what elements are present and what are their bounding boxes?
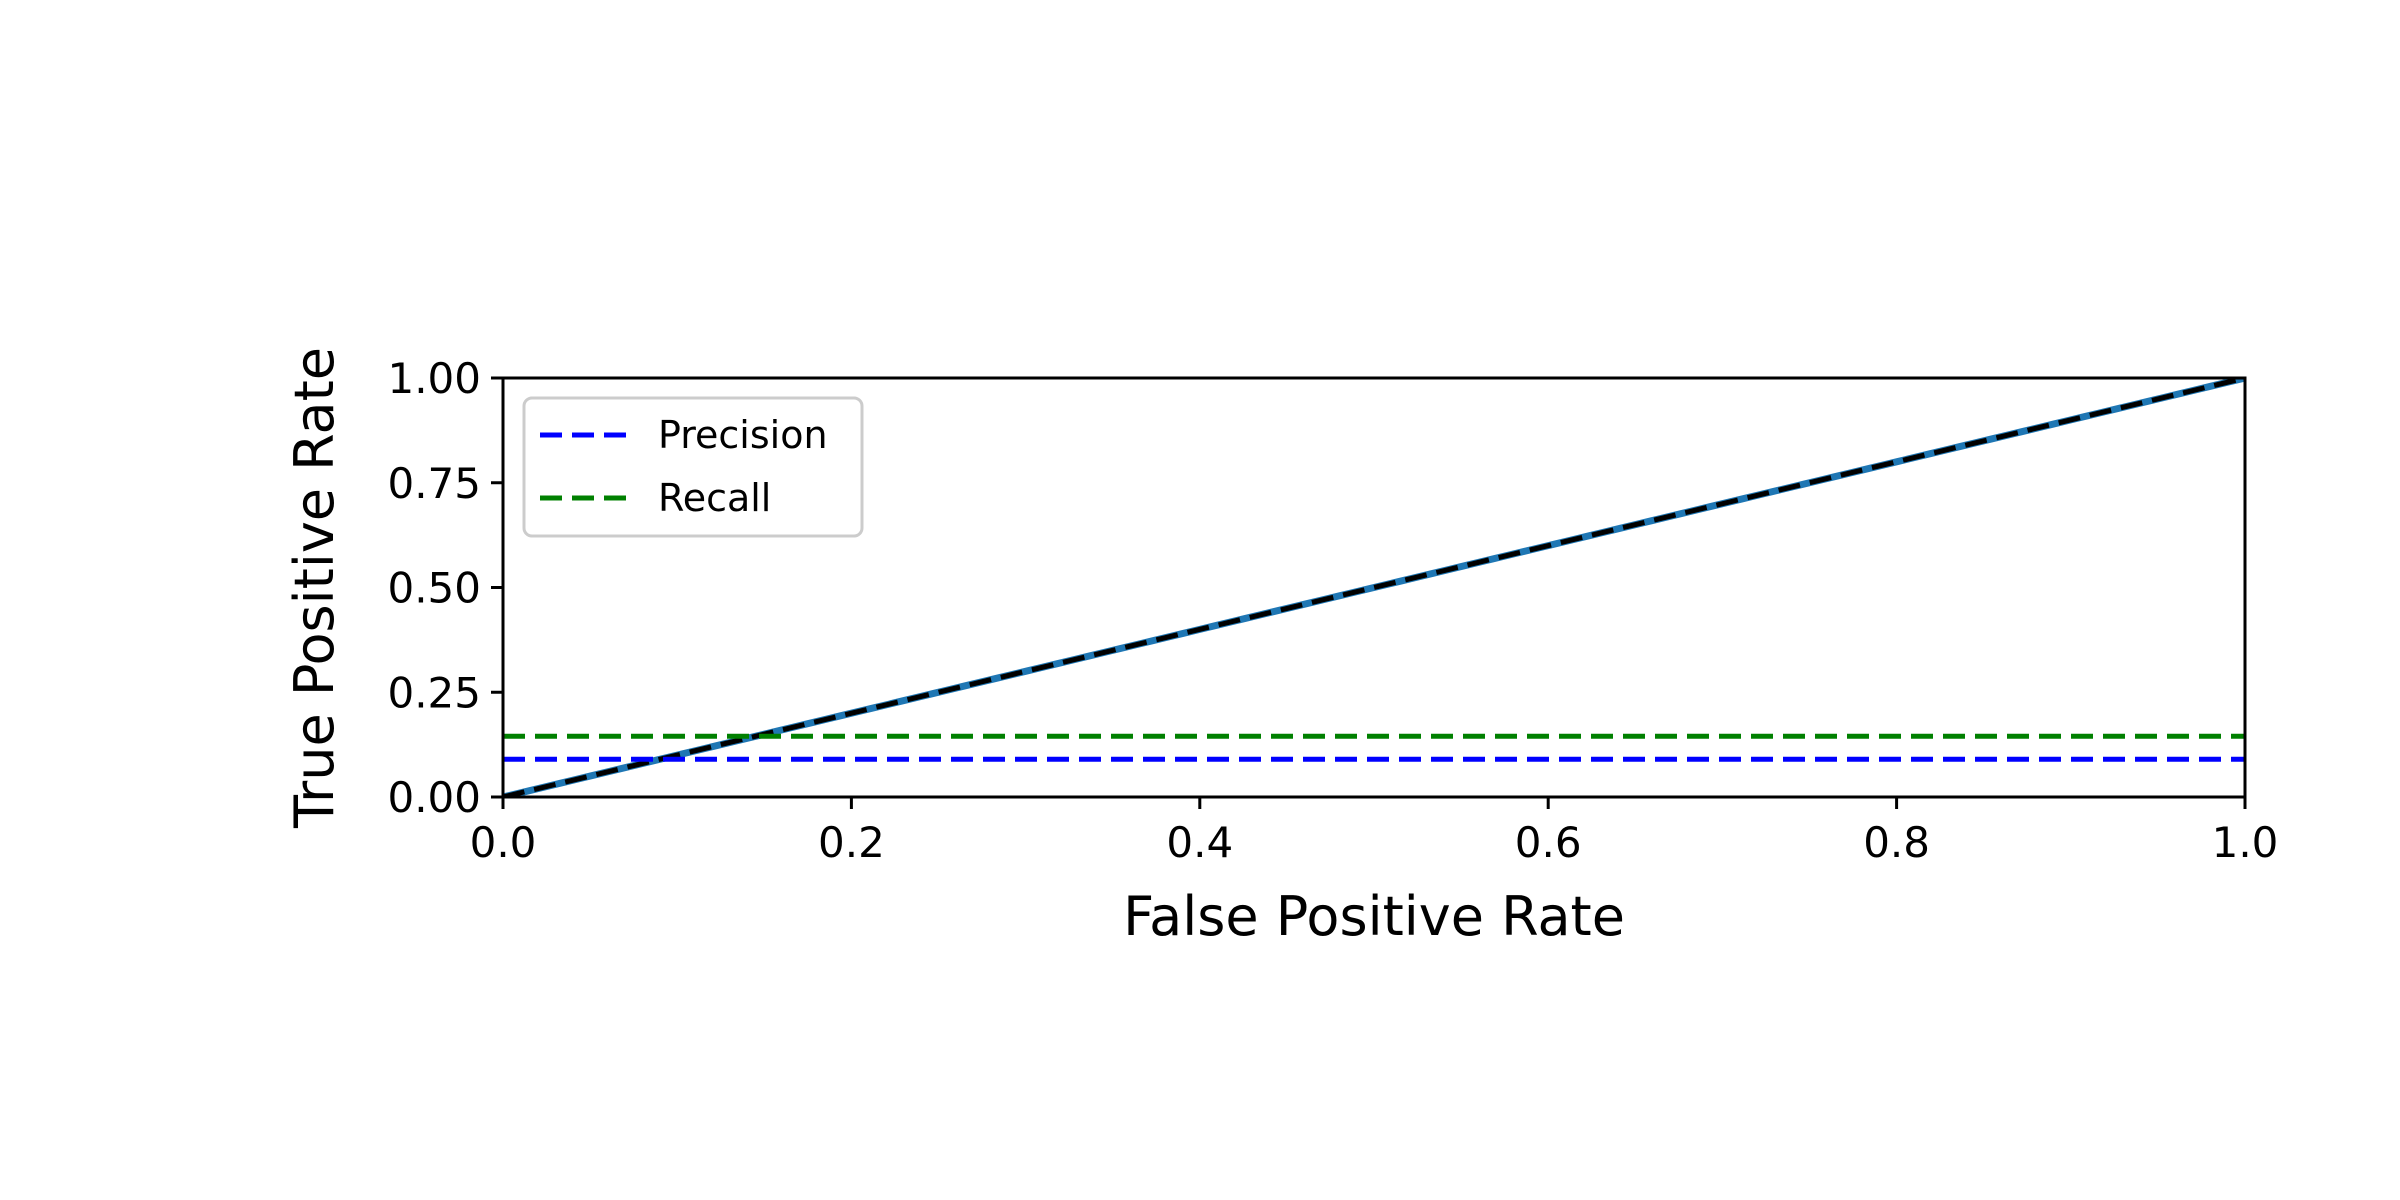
legend-label-recall: Recall xyxy=(658,476,771,520)
legend: Precision Recall xyxy=(522,396,864,538)
y-tick-label: 1.00 xyxy=(387,354,481,403)
x-axis-label: False Positive Rate xyxy=(1123,885,1625,948)
x-tick-label: 1.0 xyxy=(2212,818,2279,867)
x-tick-label: 0.0 xyxy=(470,818,537,867)
plot-marks xyxy=(503,378,2245,797)
y-tick-label: 0.25 xyxy=(387,668,481,717)
y-tick-label: 0.75 xyxy=(387,459,481,508)
x-tick-label: 0.2 xyxy=(818,818,885,867)
x-tick-label: 0.8 xyxy=(1863,818,1930,867)
y-tick-label: 0.00 xyxy=(387,773,481,822)
x-tick-label: 0.4 xyxy=(1166,818,1233,867)
y-tick-label: 0.50 xyxy=(387,564,481,613)
x-axis: 0.0 0.2 0.4 0.6 0.8 1.0 xyxy=(470,797,2279,867)
diagonal-reference-line xyxy=(503,378,2245,797)
x-tick-label: 0.6 xyxy=(1515,818,1582,867)
legend-label-precision: Precision xyxy=(658,413,828,457)
y-axis: 0.00 0.25 0.50 0.75 1.00 xyxy=(387,354,503,822)
y-axis-label: True Positive Rate xyxy=(283,347,346,829)
